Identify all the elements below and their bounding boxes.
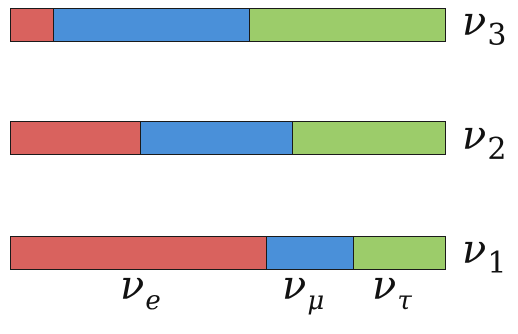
segment-nu-tau bbox=[293, 122, 445, 154]
segment-nu-e bbox=[11, 237, 268, 269]
label-subscript: 3 bbox=[487, 18, 507, 53]
flavor-label-nu-mu: νμ bbox=[282, 263, 324, 314]
mass-state-bar-nu2 bbox=[10, 121, 446, 155]
flavor-symbol: ν bbox=[282, 263, 307, 309]
mass-state-label-nu3: ν3 bbox=[462, 0, 506, 51]
segment-nu-tau bbox=[249, 9, 445, 41]
flavor-symbol: ν bbox=[120, 263, 145, 309]
label-symbol: ν bbox=[462, 0, 487, 45]
flavor-subscript: τ bbox=[397, 286, 412, 316]
mass-state-label-nu2: ν2 bbox=[462, 113, 506, 165]
segment-nu-mu bbox=[54, 9, 250, 41]
segment-nu-mu bbox=[267, 237, 354, 269]
flavor-symbol: ν bbox=[372, 263, 397, 309]
flavor-subscript: μ bbox=[307, 286, 325, 316]
flavor-label-nu-tau: ντ bbox=[372, 263, 412, 314]
segment-nu-tau bbox=[353, 237, 445, 269]
segment-nu-e bbox=[11, 9, 55, 41]
flavor-subscript: e bbox=[145, 286, 161, 316]
segment-nu-e bbox=[11, 122, 142, 154]
flavor-label-nu-e: νe bbox=[120, 263, 161, 314]
segment-nu-mu bbox=[141, 122, 294, 154]
label-symbol: ν bbox=[462, 227, 487, 273]
mass-state-label-nu1: ν1 bbox=[462, 227, 506, 279]
mass-state-bar-nu1 bbox=[10, 236, 446, 270]
mass-state-bar-nu3 bbox=[10, 8, 446, 42]
label-subscript: 1 bbox=[487, 246, 507, 281]
label-subscript: 2 bbox=[487, 132, 507, 167]
label-symbol: ν bbox=[462, 113, 487, 159]
